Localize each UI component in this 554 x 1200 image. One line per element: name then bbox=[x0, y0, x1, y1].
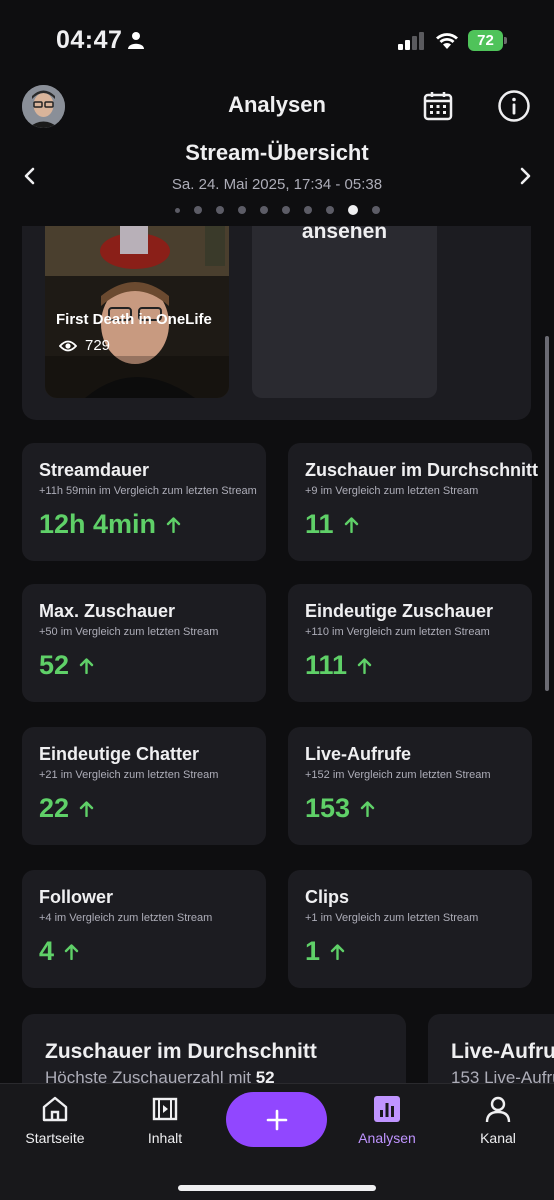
tab-label: Analysen bbox=[358, 1130, 416, 1146]
stat-label: Zuschauer im Durchschnitt bbox=[305, 460, 539, 480]
stat-value: 12h 4min bbox=[39, 509, 157, 539]
tab-label: Inhalt bbox=[147, 1130, 183, 1146]
tab-analytics[interactable]: Analysen bbox=[337, 1094, 437, 1146]
stat-comparison: +1 im Vergleich zum letzten Stream bbox=[305, 912, 479, 924]
home-icon bbox=[42, 1096, 68, 1122]
chart-title: Live-Aufrufe bbox=[451, 1040, 554, 1063]
tab-channel[interactable]: Kanal bbox=[448, 1094, 548, 1146]
stat-value: 52 bbox=[39, 650, 70, 680]
clip-title: First Death in OneLife bbox=[56, 311, 212, 328]
page-title: Analysen bbox=[228, 92, 326, 117]
signal-icon bbox=[398, 32, 424, 50]
page-dot[interactable] bbox=[303, 206, 312, 214]
arrow-up-icon bbox=[344, 517, 358, 533]
arrow-up-icon bbox=[330, 944, 345, 960]
scrollbar[interactable] bbox=[545, 336, 549, 691]
chart-subtitle: 153 Live-Aufrufe bbox=[451, 1068, 554, 1083]
overview-title: Stream-Übersicht bbox=[185, 140, 369, 165]
stat-label: Clips bbox=[305, 887, 350, 907]
clip-card[interactable]: First Death in OneLife 729 bbox=[45, 226, 229, 398]
arrow-up-icon bbox=[357, 658, 372, 674]
stat-label: Streamdauer bbox=[39, 460, 150, 480]
arrow-up-icon bbox=[79, 658, 94, 674]
wifi-icon bbox=[436, 33, 458, 49]
stat-value: 111 bbox=[305, 650, 348, 680]
battery-level: 72 bbox=[468, 30, 503, 51]
stat-card[interactable]: Clips +1 im Vergleich zum letzten Stream 1 bbox=[288, 870, 532, 988]
status-time: 04:47 bbox=[56, 26, 123, 54]
stat-comparison: +110 im Vergleich zum letzten Stream bbox=[305, 626, 490, 638]
overview-date-range: Sa. 24. Mai 2025, 17:34 - 05:38 bbox=[171, 176, 383, 193]
arrow-up-icon bbox=[166, 517, 181, 533]
chevron-right-icon[interactable] bbox=[513, 164, 537, 188]
person-icon bbox=[128, 32, 144, 49]
avg-viewers-chart-card[interactable]: Zuschauer im Durchschnitt Höchste Zuscha… bbox=[22, 1014, 406, 1083]
clips-panel: First Death in OneLife 729 Alle Clips an… bbox=[22, 226, 531, 420]
stat-card[interactable]: Follower +4 im Vergleich zum letzten Stre… bbox=[22, 870, 266, 988]
stat-card[interactable]: Live-Aufrufe +152 im Vergleich zum letzte… bbox=[288, 727, 532, 845]
info-icon[interactable] bbox=[497, 89, 531, 123]
status-bar: 04:47 72 bbox=[0, 0, 554, 80]
stat-label: Follower bbox=[39, 887, 114, 907]
stat-label: Live-Aufrufe bbox=[305, 744, 412, 764]
home-indicator bbox=[178, 1185, 376, 1191]
stat-card[interactable]: Max. Zuschauer +50 im Vergleich zum letzt… bbox=[22, 584, 266, 702]
stat-card[interactable]: Streamdauer +11h 59min im Vergleich zum l… bbox=[22, 443, 266, 561]
avatar[interactable] bbox=[22, 85, 65, 128]
plus-icon bbox=[266, 1109, 287, 1130]
page-dot[interactable] bbox=[325, 206, 334, 214]
page-indicator[interactable] bbox=[0, 204, 554, 216]
all-clips-label: Alle Clips ansehen bbox=[301, 226, 388, 243]
person-icon bbox=[485, 1096, 511, 1123]
tab-home[interactable]: Startseite bbox=[5, 1094, 105, 1146]
stat-value: 1 bbox=[305, 936, 321, 966]
stat-card[interactable]: Zuschauer im Durchschnitt +9 im Vergleich… bbox=[288, 443, 538, 561]
analytics-icon bbox=[374, 1096, 400, 1122]
stat-label: Eindeutige Zuschauer bbox=[305, 601, 494, 621]
clip-thumbnail bbox=[45, 226, 229, 398]
stat-comparison: +11h 59min im Vergleich zum letzten Stre… bbox=[39, 485, 257, 497]
clip-views: 729 bbox=[85, 337, 111, 354]
arrow-up-icon bbox=[79, 801, 94, 817]
battery-icon: 72 bbox=[468, 30, 508, 51]
arrow-up-icon bbox=[360, 801, 375, 817]
stat-comparison: +152 im Vergleich zum letzten Stream bbox=[305, 769, 491, 781]
chart-title: Zuschauer im Durchschnitt bbox=[45, 1040, 317, 1063]
content-scroll-area[interactable]: First Death in OneLife 729 Alle Clips an… bbox=[0, 226, 554, 1083]
tab-label: Startseite bbox=[25, 1130, 85, 1146]
tab-label: Kanal bbox=[480, 1130, 516, 1146]
page-dot[interactable] bbox=[259, 206, 268, 214]
stat-comparison: +21 im Vergleich zum letzten Stream bbox=[39, 769, 219, 781]
stat-card[interactable]: Eindeutige Chatter +21 im Vergleich zum l… bbox=[22, 727, 266, 845]
stat-value: 4 bbox=[39, 936, 55, 966]
content-icon bbox=[152, 1097, 178, 1121]
create-button[interactable] bbox=[226, 1092, 327, 1147]
avatar-image bbox=[22, 85, 65, 128]
page-dot[interactable] bbox=[237, 206, 246, 214]
page-dot[interactable] bbox=[193, 206, 202, 214]
stat-card[interactable]: Eindeutige Zuschauer +110 im Vergleich zu… bbox=[288, 584, 532, 702]
tab-bar: Startseite Inhalt Analysen Kanal bbox=[0, 1083, 554, 1200]
eye-icon bbox=[59, 340, 77, 352]
calendar-icon[interactable] bbox=[422, 90, 454, 122]
stat-comparison: +9 im Vergleich zum letzten Stream bbox=[305, 485, 479, 497]
stat-value: 22 bbox=[39, 793, 70, 823]
stat-label: Max. Zuschauer bbox=[39, 601, 176, 621]
stat-value: 11 bbox=[305, 509, 334, 539]
stat-label: Eindeutige Chatter bbox=[39, 744, 200, 764]
chevron-left-icon[interactable] bbox=[18, 164, 42, 188]
live-views-chart-card[interactable]: Live-Aufrufe 153 Live-Aufrufe bbox=[428, 1014, 554, 1083]
page-dot[interactable] bbox=[174, 207, 180, 213]
page-dot[interactable] bbox=[215, 206, 224, 214]
arrow-up-icon bbox=[64, 944, 79, 960]
page-dot[interactable] bbox=[281, 206, 290, 214]
stat-comparison: +4 im Vergleich zum letzten Stream bbox=[39, 912, 213, 924]
stat-comparison: +50 im Vergleich zum letzten Stream bbox=[39, 626, 219, 638]
tab-content[interactable]: Inhalt bbox=[115, 1094, 215, 1146]
stat-value: 153 bbox=[305, 793, 351, 823]
page-dot[interactable] bbox=[347, 205, 358, 215]
chart-subtitle: Höchste Zuschauerzahl mit 52 bbox=[45, 1068, 275, 1083]
all-clips-button[interactable]: Alle Clips ansehen bbox=[252, 226, 437, 398]
page-dot[interactable] bbox=[371, 206, 380, 214]
